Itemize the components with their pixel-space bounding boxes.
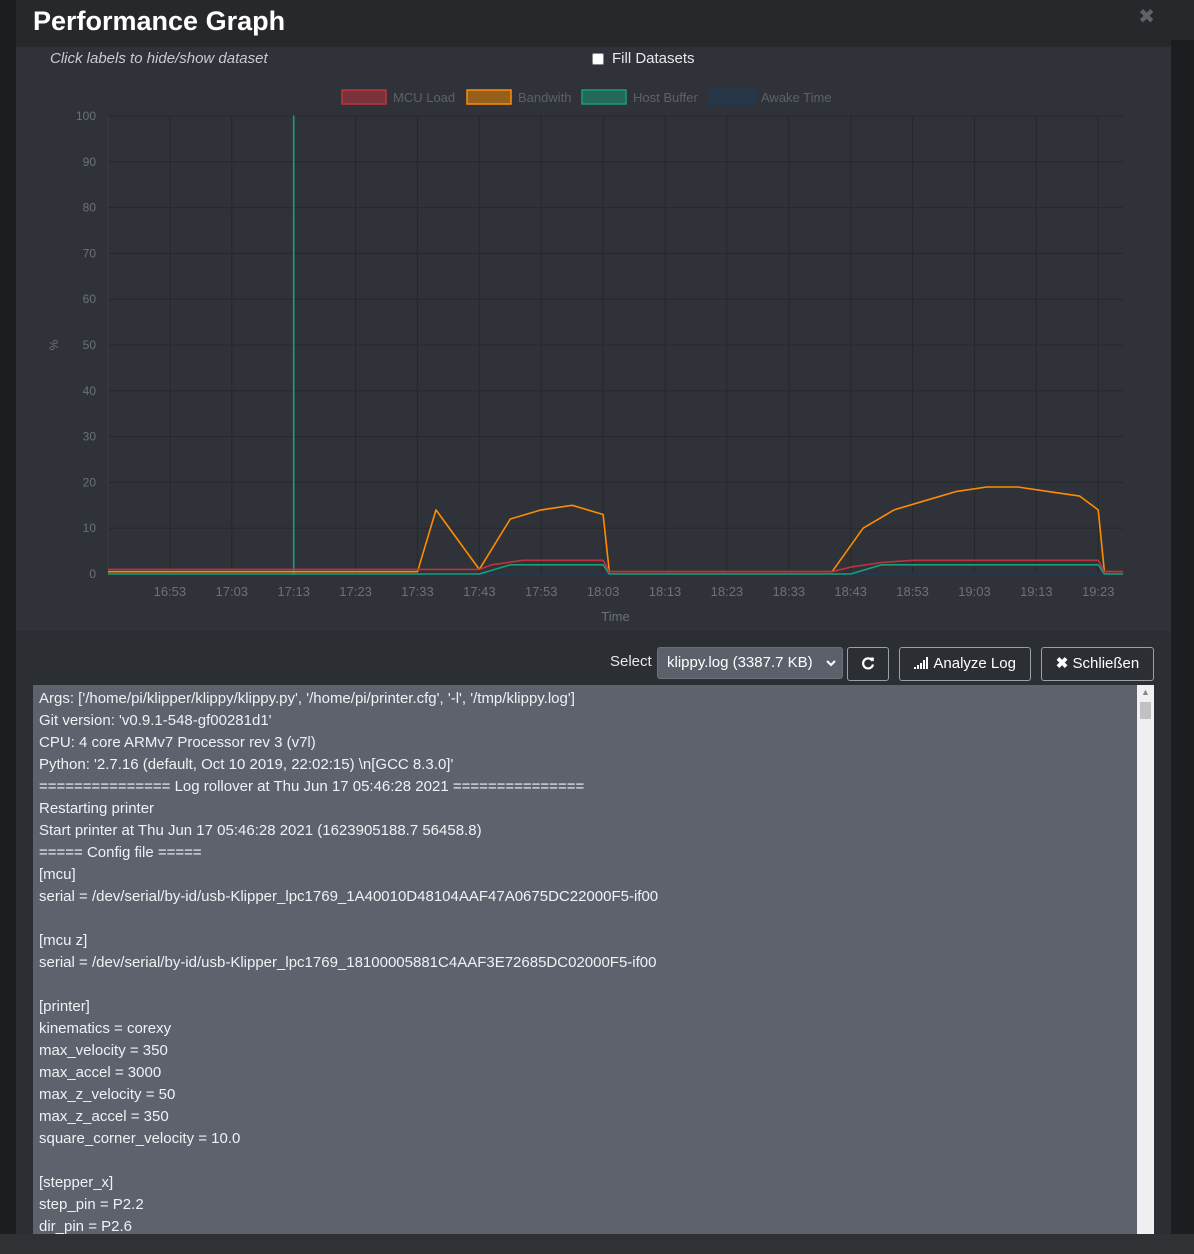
x-axis-label: Time bbox=[601, 609, 629, 624]
legend-label: Host Buffer bbox=[633, 90, 698, 105]
log-line: max_z_accel = 350 bbox=[39, 1108, 169, 1125]
close-button-label: Schließen bbox=[1072, 655, 1140, 672]
log-line: [printer] bbox=[39, 998, 90, 1015]
log-scrollbar[interactable]: ▲ bbox=[1137, 685, 1154, 1234]
legend-item-host-buffer[interactable]: Host Buffer bbox=[581, 89, 698, 105]
series-line-mcu-load bbox=[108, 559, 1123, 573]
x-tick-label: 18:43 bbox=[834, 584, 867, 599]
x-tick-label: 17:03 bbox=[216, 584, 249, 599]
log-line: dir_pin = P2.6 bbox=[39, 1218, 132, 1234]
y-tick-label: 100 bbox=[76, 109, 96, 123]
log-line: Args: ['/home/pi/klipper/klippy/klippy.p… bbox=[39, 690, 575, 707]
refresh-icon bbox=[862, 657, 875, 670]
log-lines: Args: ['/home/pi/klipper/klippy/klippy.p… bbox=[39, 688, 658, 1234]
log-line: max_accel = 3000 bbox=[39, 1064, 162, 1081]
analyze-log-button[interactable]: Analyze Log bbox=[899, 647, 1031, 681]
close-icon: ✖ bbox=[1055, 655, 1069, 672]
y-tick-label: 50 bbox=[83, 338, 97, 352]
legend-swatch bbox=[581, 89, 627, 105]
log-line: Git version: 'v0.9.1-548-gf00281d1' bbox=[39, 712, 272, 729]
backdrop bbox=[1171, 0, 1194, 40]
x-tick-label: 19:03 bbox=[958, 584, 991, 599]
legend-label: Bandwith bbox=[518, 90, 571, 105]
modal-header: Performance Graph ✖ bbox=[16, 0, 1171, 47]
close-icon[interactable]: ✖ bbox=[1138, 6, 1155, 28]
fill-datasets-label: Fill Datasets bbox=[612, 50, 695, 67]
chart-hint: Click labels to hide/show dataset bbox=[50, 50, 268, 67]
legend-item-mcu-load[interactable]: MCU Load bbox=[341, 89, 455, 105]
log-line: serial = /dev/serial/by-id/usb-Klipper_l… bbox=[39, 888, 659, 905]
log-line: serial = /dev/serial/by-id/usb-Klipper_l… bbox=[39, 954, 657, 971]
refresh-button[interactable] bbox=[847, 647, 889, 681]
log-line: [stepper_x] bbox=[39, 1174, 114, 1191]
log-line bbox=[39, 974, 658, 996]
x-tick-label: 18:53 bbox=[896, 584, 929, 599]
log-line: square_corner_velocity = 10.0 bbox=[39, 1130, 241, 1147]
y-tick-label: 90 bbox=[83, 155, 97, 169]
x-tick-label: 18:33 bbox=[773, 584, 806, 599]
y-tick-label: 20 bbox=[83, 475, 97, 489]
series-line-bandwith bbox=[108, 486, 1123, 573]
legend-label: MCU Load bbox=[393, 90, 455, 105]
chart-section: 0 10 20 30 40 50 60 70 80 90 100 16:53 17:03 17:13 17:… bbox=[16, 47, 1171, 631]
log-line bbox=[39, 1150, 658, 1172]
log-line: max_z_velocity = 50 bbox=[39, 1086, 176, 1103]
log-line: step_pin = P2.2 bbox=[39, 1196, 144, 1213]
scroll-thumb[interactable] bbox=[1140, 702, 1151, 719]
log-line: Restarting printer bbox=[39, 800, 155, 817]
y-tick-label: 70 bbox=[83, 246, 97, 260]
close-button[interactable]: ✖ Schließen bbox=[1041, 647, 1154, 681]
log-line bbox=[39, 908, 658, 930]
x-tick-label: 19:23 bbox=[1082, 584, 1115, 599]
x-tick-label: 17:53 bbox=[525, 584, 558, 599]
y-tick-label: 60 bbox=[83, 292, 97, 306]
chevron-down-icon bbox=[826, 648, 836, 690]
legend-label: Awake Time bbox=[761, 90, 832, 105]
log-line: =============== Log rollover at Thu Jun … bbox=[39, 778, 585, 795]
x-tick-label: 16:53 bbox=[154, 584, 187, 599]
x-tick-label: 17:33 bbox=[401, 584, 434, 599]
x-tick-label: 18:13 bbox=[649, 584, 682, 599]
x-tick-label: 17:13 bbox=[277, 584, 310, 599]
fill-datasets-toggle[interactable]: Fill Datasets bbox=[592, 50, 695, 67]
select-label: Select bbox=[610, 653, 652, 670]
log-line: max_velocity = 350 bbox=[39, 1042, 168, 1059]
log-file-select-value: klippy.log (3387.7 KB) bbox=[667, 654, 813, 671]
series-line-host-buffer bbox=[108, 115, 1123, 575]
legend-item-bandwith[interactable]: Bandwith bbox=[466, 89, 571, 105]
log-file-select[interactable]: klippy.log (3387.7 KB) bbox=[657, 647, 843, 679]
y-tick-label: 0 bbox=[89, 567, 96, 581]
y-axis-label: % bbox=[47, 339, 61, 350]
log-toolbar: Select klippy.log (3387.7 KB) Analyze Lo… bbox=[16, 631, 1171, 684]
legend-item-awake-time[interactable]: Awake Time bbox=[709, 89, 832, 105]
log-line: Python: '2.7.16 (default, Oct 10 2019, 2… bbox=[39, 756, 454, 773]
x-tick-label: 17:23 bbox=[339, 584, 372, 599]
legend-swatch bbox=[341, 89, 387, 105]
legend-swatch bbox=[466, 89, 512, 105]
y-tick-label: 40 bbox=[83, 384, 97, 398]
performance-chart: 0 10 20 30 40 50 60 70 80 90 100 16:53 17:03 17:13 17:… bbox=[47, 89, 1123, 624]
x-tick-label: 19:13 bbox=[1020, 584, 1053, 599]
legend-swatch bbox=[709, 89, 755, 105]
x-tick-label: 18:03 bbox=[587, 584, 620, 599]
log-line: [mcu] bbox=[39, 866, 76, 883]
scroll-up-arrow-icon[interactable]: ▲ bbox=[1141, 687, 1150, 697]
log-line: CPU: 4 core ARMv7 Processor rev 3 (v7l) bbox=[39, 734, 316, 751]
y-tick-label: 80 bbox=[83, 201, 97, 215]
y-tick-label: 30 bbox=[83, 430, 97, 444]
x-tick-label: 18:23 bbox=[711, 584, 744, 599]
signal-bars-icon bbox=[914, 657, 929, 669]
log-line: ===== Config file ===== bbox=[39, 844, 202, 861]
analyze-log-label: Analyze Log bbox=[933, 655, 1016, 672]
y-tick-label: 10 bbox=[83, 521, 97, 535]
performance-graph-modal: Performance Graph ✖ 0 10 20 30 40 50 60 70 80 90 1… bbox=[16, 0, 1171, 1234]
log-line: [mcu z] bbox=[39, 932, 88, 949]
bottom-bar bbox=[0, 1234, 1194, 1254]
fill-datasets-checkbox[interactable] bbox=[592, 52, 604, 65]
log-line: Start printer at Thu Jun 17 05:46:28 202… bbox=[39, 822, 482, 839]
log-line: kinematics = corexy bbox=[39, 1020, 172, 1037]
log-viewer[interactable]: Args: ['/home/pi/klipper/klippy/klippy.p… bbox=[33, 685, 1154, 1234]
modal-title: Performance Graph bbox=[33, 6, 286, 36]
x-tick-label: 17:43 bbox=[463, 584, 496, 599]
